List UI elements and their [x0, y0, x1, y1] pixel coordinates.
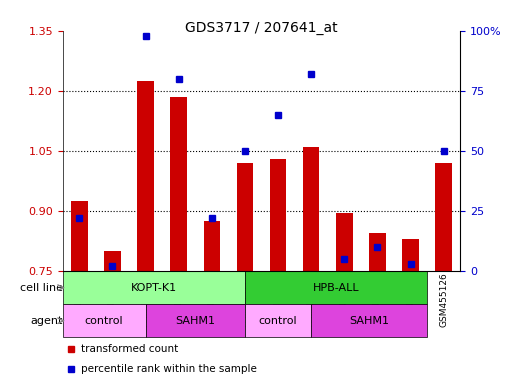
Bar	[137, 81, 154, 271]
FancyBboxPatch shape	[245, 271, 427, 304]
Bar	[435, 163, 452, 271]
Bar	[303, 147, 320, 271]
Text: control: control	[259, 316, 298, 326]
Text: SAHM1: SAHM1	[175, 316, 215, 326]
Text: HPB-ALL: HPB-ALL	[313, 283, 359, 293]
Bar	[104, 251, 121, 271]
FancyBboxPatch shape	[311, 304, 427, 337]
Bar	[71, 201, 87, 271]
Bar	[170, 97, 187, 271]
Text: percentile rank within the sample: percentile rank within the sample	[81, 364, 256, 374]
Bar	[369, 233, 385, 271]
Bar	[402, 239, 419, 271]
FancyBboxPatch shape	[145, 304, 245, 337]
Bar	[270, 159, 287, 271]
Text: GDS3717 / 207641_at: GDS3717 / 207641_at	[185, 21, 338, 35]
Bar	[236, 163, 253, 271]
FancyBboxPatch shape	[63, 271, 245, 304]
Text: control: control	[85, 316, 123, 326]
Text: KOPT-K1: KOPT-K1	[131, 283, 177, 293]
Text: cell line: cell line	[20, 283, 63, 293]
Bar	[203, 221, 220, 271]
Text: agent: agent	[30, 316, 63, 326]
Text: SAHM1: SAHM1	[349, 316, 389, 326]
Text: transformed count: transformed count	[81, 344, 178, 354]
Bar	[336, 213, 353, 271]
FancyBboxPatch shape	[63, 304, 145, 337]
FancyBboxPatch shape	[245, 304, 311, 337]
